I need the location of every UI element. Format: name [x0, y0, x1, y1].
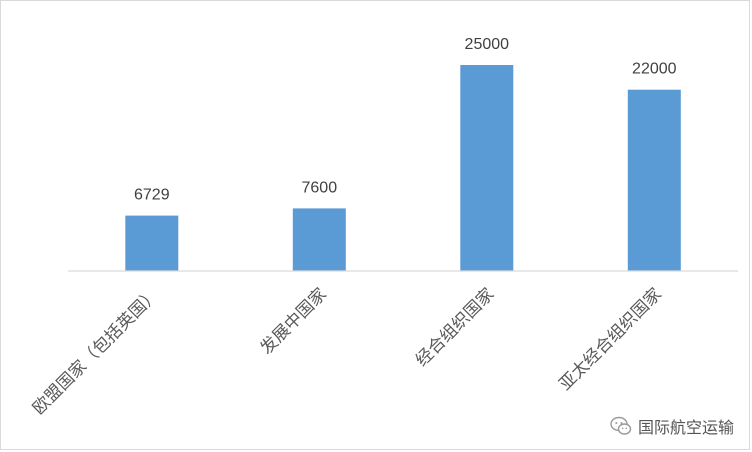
- bars-group: [125, 65, 681, 271]
- value-label-2: 7600: [302, 179, 338, 196]
- watermark-text: 国际航空运输: [637, 418, 734, 437]
- value-label-1: 6729: [134, 187, 170, 204]
- bar-3: [460, 65, 514, 271]
- category-label-1: 欧盟国家（包括英国）: [29, 284, 163, 418]
- wechat-icon: [610, 416, 632, 436]
- bar-1: [125, 215, 179, 271]
- category-label-3: 经合组织国家: [412, 284, 498, 370]
- category-label-4: 亚太经合组织国家: [556, 284, 666, 394]
- bar-2: [292, 208, 346, 271]
- category-label-2: 发展中国家: [257, 284, 331, 358]
- value-label-4: 22000: [632, 61, 677, 78]
- value-label-3: 25000: [465, 36, 510, 53]
- bar-4: [627, 89, 681, 271]
- watermark: 国际航空运输: [610, 414, 734, 438]
